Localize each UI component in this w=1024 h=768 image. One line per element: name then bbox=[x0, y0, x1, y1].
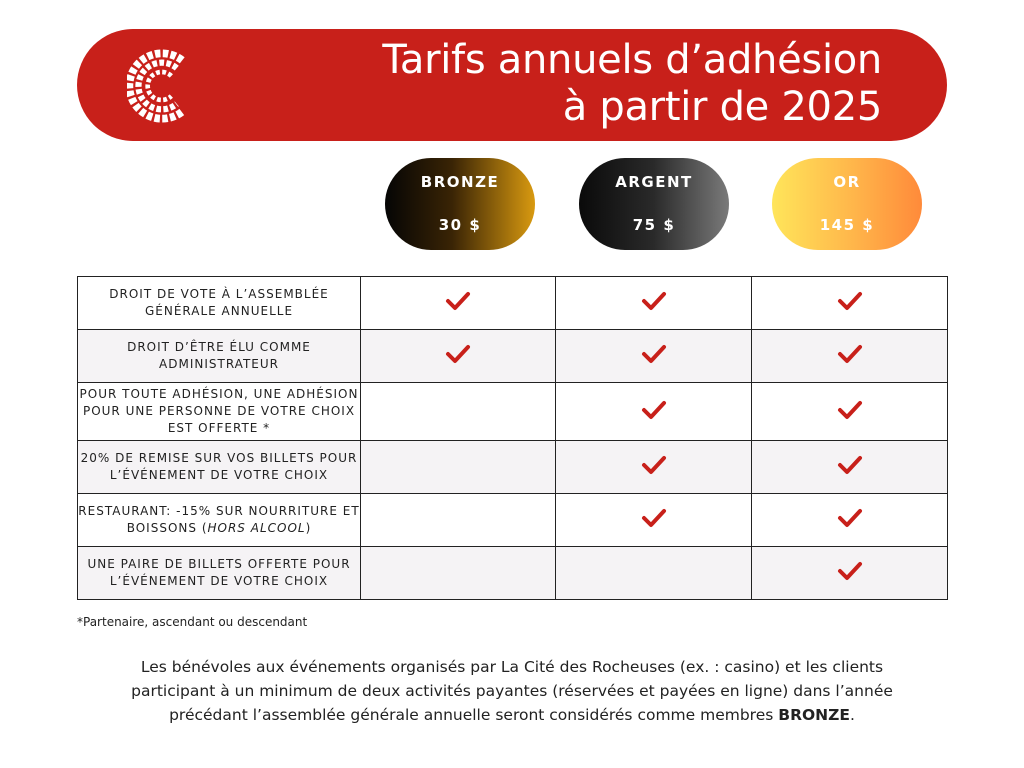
benefit-row: UNE PAIRE DE BILLETS OFFERTE POUR L’ÉVÉN… bbox=[77, 546, 948, 600]
or-cell bbox=[751, 493, 948, 547]
or-cell bbox=[751, 440, 948, 494]
benefit-label: DROIT DE VOTE À L’ASSEMBLÉE GÉNÉRALE ANN… bbox=[77, 276, 361, 330]
tier-bronze-price: 30 $ bbox=[438, 216, 482, 234]
footnote: *Partenaire, ascendant ou descendant bbox=[77, 615, 308, 629]
argent-cell bbox=[555, 382, 752, 441]
tier-argent-price: 75 $ bbox=[632, 216, 676, 234]
tier-bronze-name: BRONZE bbox=[420, 173, 500, 191]
or-cell bbox=[751, 276, 948, 330]
check-icon bbox=[641, 400, 666, 419]
benefit-row: DROIT D’ÊTRE ÉLU COMME ADMINISTRATEUR bbox=[77, 329, 948, 383]
benefit-label: 20% DE REMISE SUR VOS BILLETS POUR L’ÉVÉ… bbox=[77, 440, 361, 494]
bronze-cell bbox=[360, 276, 556, 330]
bronze-cell bbox=[360, 440, 556, 494]
argent-cell bbox=[555, 546, 752, 600]
benefit-label: POUR TOUTE ADHÉSION, UNE ADHÉSION POUR U… bbox=[77, 382, 361, 441]
or-cell bbox=[751, 382, 948, 441]
bronze-cell bbox=[360, 546, 556, 600]
benefit-label: DROIT D’ÊTRE ÉLU COMME ADMINISTRATEUR bbox=[77, 329, 361, 383]
header-banner: Tarifs annuels d’adhésion à partir de 20… bbox=[77, 29, 947, 141]
check-icon bbox=[837, 400, 862, 419]
bronze-cell bbox=[360, 382, 556, 441]
tier-argent-name: ARGENT bbox=[615, 173, 693, 191]
benefit-label-italic: HORS ALCOOL bbox=[207, 521, 306, 535]
check-icon bbox=[837, 292, 862, 310]
check-icon bbox=[641, 292, 666, 310]
title-line-1: Tarifs annuels d’adhésion bbox=[382, 37, 882, 83]
argent-cell bbox=[555, 329, 752, 383]
check-icon bbox=[837, 509, 862, 527]
benefit-label-start: RESTAURANT: -15% SUR NOURRITURE ET BOISS… bbox=[78, 504, 360, 535]
tier-or: OR 145 $ bbox=[772, 158, 922, 250]
or-cell bbox=[751, 546, 948, 600]
benefit-label-end: ) bbox=[305, 521, 312, 535]
benefit-row: DROIT DE VOTE À L’ASSEMBLÉE GÉNÉRALE ANN… bbox=[77, 276, 948, 330]
benefit-label: RESTAURANT: -15% SUR NOURRITURE ET BOISS… bbox=[77, 493, 361, 547]
notice-text: Les bénévoles aux événements organisés p… bbox=[131, 658, 893, 724]
page-title: Tarifs annuels d’adhésion à partir de 20… bbox=[382, 37, 882, 131]
check-icon bbox=[641, 345, 666, 363]
check-icon bbox=[837, 345, 862, 363]
benefit-row: POUR TOUTE ADHÉSION, UNE ADHÉSION POUR U… bbox=[77, 382, 948, 441]
tier-or-price: 145 $ bbox=[819, 216, 875, 234]
argent-cell bbox=[555, 276, 752, 330]
notice-bold: BRONZE bbox=[778, 706, 850, 724]
notice-end: . bbox=[849, 706, 855, 724]
benefit-label: UNE PAIRE DE BILLETS OFFERTE POUR L’ÉVÉN… bbox=[77, 546, 361, 600]
benefit-row: RESTAURANT: -15% SUR NOURRITURE ET BOISS… bbox=[77, 493, 948, 547]
title-line-2: à partir de 2025 bbox=[562, 84, 883, 130]
tier-or-name: OR bbox=[833, 173, 861, 191]
argent-cell bbox=[555, 493, 752, 547]
argent-cell bbox=[555, 440, 752, 494]
bronze-cell bbox=[360, 329, 556, 383]
membership-notice: Les bénévoles aux événements organisés p… bbox=[100, 655, 924, 727]
check-icon bbox=[641, 509, 666, 527]
check-icon bbox=[837, 562, 862, 580]
or-cell bbox=[751, 329, 948, 383]
check-icon bbox=[837, 456, 862, 474]
cite-logo-icon bbox=[127, 49, 185, 123]
check-icon bbox=[446, 292, 470, 310]
check-icon bbox=[641, 456, 666, 474]
tier-argent: ARGENT 75 $ bbox=[579, 158, 729, 250]
benefit-row: 20% DE REMISE SUR VOS BILLETS POUR L’ÉVÉ… bbox=[77, 440, 948, 494]
check-icon bbox=[446, 345, 470, 363]
tier-bronze: BRONZE 30 $ bbox=[385, 158, 535, 250]
bronze-cell bbox=[360, 493, 556, 547]
benefits-table: DROIT DE VOTE À L’ASSEMBLÉE GÉNÉRALE ANN… bbox=[77, 276, 948, 600]
